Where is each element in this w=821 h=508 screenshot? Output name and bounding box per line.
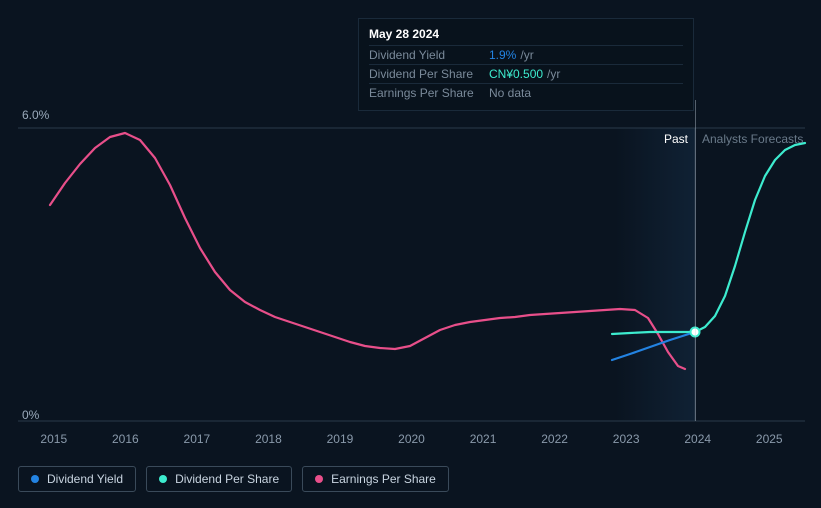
tooltip-row-label: Dividend Per Share bbox=[369, 67, 489, 81]
legend-item[interactable]: Dividend Yield bbox=[18, 466, 136, 492]
tooltip-row-unit: /yr bbox=[547, 67, 560, 81]
tooltip-row: Dividend Yield1.9% /yr bbox=[369, 45, 683, 64]
x-axis-tick-label: 2016 bbox=[90, 432, 162, 446]
tooltip-row-value: 1.9% bbox=[489, 48, 516, 62]
x-axis-labels: 2015201620172018201920202021202220232024… bbox=[18, 432, 805, 446]
x-axis-tick-label: 2017 bbox=[161, 432, 233, 446]
legend-dot-icon bbox=[315, 475, 323, 483]
forecast-section-label: Analysts Forecasts bbox=[702, 132, 803, 146]
x-axis-tick-label: 2015 bbox=[18, 432, 90, 446]
legend-label: Dividend Yield bbox=[47, 472, 123, 486]
tooltip-row-label: Dividend Yield bbox=[369, 48, 489, 62]
x-axis-tick-label: 2022 bbox=[519, 432, 591, 446]
tooltip-row-unit: /yr bbox=[520, 48, 533, 62]
y-axis-max-label: 6.0% bbox=[22, 108, 49, 122]
legend-item[interactable]: Dividend Per Share bbox=[146, 466, 292, 492]
past-section-label: Past bbox=[664, 132, 688, 146]
tooltip-rows: Dividend Yield1.9%/yrDividend Per ShareC… bbox=[369, 45, 683, 102]
legend-dot-icon bbox=[31, 475, 39, 483]
x-axis-tick-label: 2025 bbox=[733, 432, 805, 446]
legend-item[interactable]: Earnings Per Share bbox=[302, 466, 449, 492]
tooltip-row-value: No data bbox=[489, 86, 531, 100]
x-axis-tick-label: 2018 bbox=[233, 432, 305, 446]
x-axis-tick-label: 2020 bbox=[376, 432, 448, 446]
hover-marker-line bbox=[695, 100, 696, 421]
x-axis-tick-label: 2023 bbox=[590, 432, 662, 446]
chart-legend: Dividend Yield Dividend Per Share Earnings… bbox=[18, 466, 449, 492]
tooltip-row: Earnings Per ShareNo data bbox=[369, 83, 683, 102]
x-axis-tick-label: 2021 bbox=[447, 432, 519, 446]
tooltip-date: May 28 2024 bbox=[369, 27, 683, 45]
tooltip-row-value: CN¥0.500 bbox=[489, 67, 543, 81]
dividend-chart: May 28 2024 Dividend Yield1.9%/yrDividen… bbox=[0, 0, 821, 508]
legend-dot-icon bbox=[159, 475, 167, 483]
x-axis-tick-label: 2024 bbox=[662, 432, 734, 446]
chart-tooltip: May 28 2024 Dividend Yield1.9%/yrDividen… bbox=[358, 18, 694, 111]
tooltip-row: Dividend Per ShareCN¥0.500/yr bbox=[369, 64, 683, 83]
legend-label: Dividend Per Share bbox=[175, 472, 279, 486]
tooltip-row-label: Earnings Per Share bbox=[369, 86, 489, 100]
x-axis-tick-label: 2019 bbox=[304, 432, 376, 446]
legend-label: Earnings Per Share bbox=[331, 472, 436, 486]
y-axis-min-label: 0% bbox=[22, 408, 39, 422]
